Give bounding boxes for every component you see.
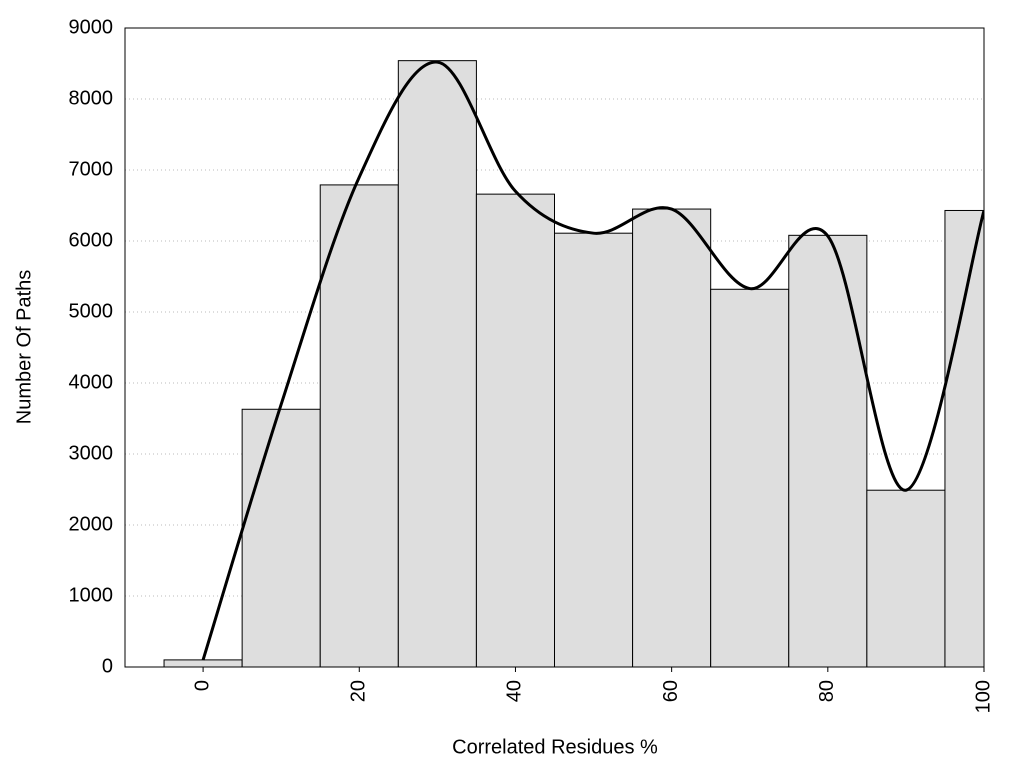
- bar: [241, 408, 321, 667]
- bar: [397, 60, 477, 667]
- bar: [788, 234, 868, 667]
- ticks: 0 1000 2000 3000 4000 5000 6000 7000 8000 9000 0 20…: [69, 16, 995, 713]
- y-axis-label: Number Of Paths: [13, 270, 35, 425]
- x-tick-label: 40: [504, 680, 526, 702]
- x-tick-label: 100: [972, 680, 994, 713]
- y-tick-label: 3000: [69, 442, 114, 464]
- y-tick-label: 8000: [69, 87, 114, 109]
- x-axis-label: Correlated Residues %: [452, 736, 658, 758]
- bar: [632, 208, 712, 667]
- y-tick-label: 9000: [69, 16, 114, 38]
- plot-frame: [124, 27, 985, 668]
- bars: [163, 60, 984, 667]
- x-tick-label: 20: [348, 680, 370, 702]
- bar: [163, 659, 243, 667]
- y-tick-label: 6000: [69, 229, 114, 251]
- bar: [554, 232, 634, 667]
- y-tick-label: 4000: [69, 371, 114, 393]
- bar: [319, 184, 399, 667]
- y-tick-label: 5000: [69, 300, 114, 322]
- x-tick-label: 0: [191, 680, 213, 691]
- y-tick-label: 7000: [69, 158, 114, 180]
- bar: [475, 193, 555, 667]
- density-curve: [201, 60, 984, 661]
- y-tick-label: 1000: [69, 584, 114, 606]
- x-tick-label: 80: [816, 680, 838, 702]
- x-tick-label: 60: [660, 680, 682, 702]
- bar: [944, 209, 984, 667]
- y-tick-label: 0: [102, 655, 113, 677]
- bar: [866, 489, 946, 667]
- bar: [710, 288, 790, 667]
- y-tick-label: 2000: [69, 513, 114, 535]
- curve-layer: [201, 60, 984, 661]
